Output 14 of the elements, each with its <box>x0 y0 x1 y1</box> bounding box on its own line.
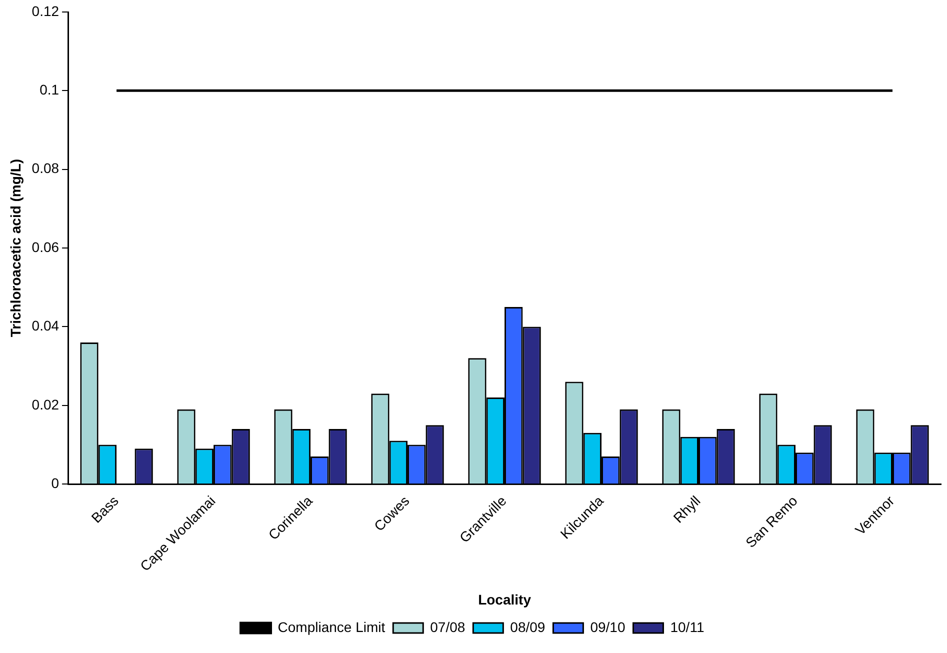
legend-label: 07/08 <box>430 618 466 635</box>
legend-label: Compliance Limit <box>278 618 386 635</box>
y-axis-title: Trichloroacetic acid (mg/L) <box>7 158 24 338</box>
y-tick-label: 0.1 <box>40 82 60 98</box>
legend-label: 08/09 <box>510 618 546 635</box>
legend-label: 10/11 <box>670 618 704 635</box>
y-tick-label: 0.02 <box>32 396 60 412</box>
y-tick-label: 0.08 <box>32 160 60 176</box>
y-tick-label: 0.04 <box>32 318 60 334</box>
y-tick-label: 0.06 <box>32 238 60 255</box>
legend-label: 09/10 <box>590 618 626 635</box>
x-axis-title: Locality <box>478 591 532 608</box>
y-tick-label: 0 <box>51 474 60 491</box>
y-tick-label: 0.12 <box>32 2 60 19</box>
